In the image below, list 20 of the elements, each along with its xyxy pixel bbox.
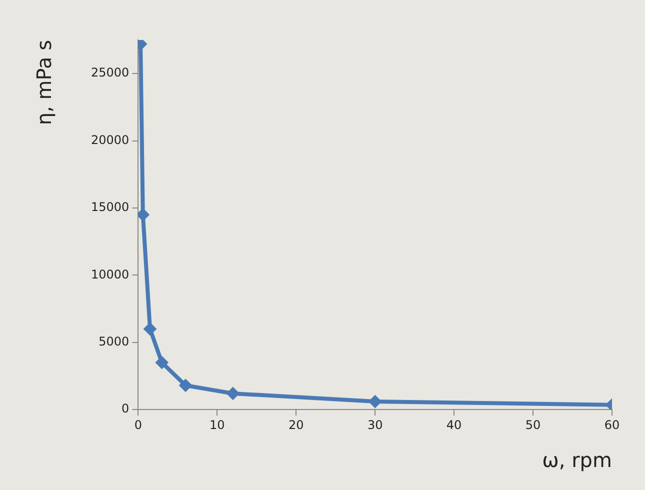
x-tick-label: 0 [134, 418, 142, 432]
y-axis-title: η, mPa s [32, 40, 56, 126]
x-tick-label: 40 [446, 418, 462, 432]
x-tick-label: 60 [604, 418, 620, 432]
y-tick-label: 15000 [90, 200, 130, 214]
x-tick-label: 10 [210, 418, 225, 432]
y-tick-label: 5000 [98, 334, 130, 349]
point [179, 378, 192, 392]
y-tick-label: 20000 [90, 132, 130, 147]
y-tick-label: 0 [122, 402, 130, 416]
x-tick-label: 50 [525, 418, 541, 432]
point [226, 386, 240, 400]
y-tick-label: 25000 [90, 66, 130, 80]
point [144, 322, 157, 336]
point [368, 395, 382, 408]
x-axis-title: ω, rpm [542, 448, 612, 472]
y-tick-label: 10000 [90, 267, 130, 282]
point [155, 356, 168, 370]
x-tick-label: 20 [288, 418, 304, 432]
x-tick-label: 30 [367, 418, 383, 432]
